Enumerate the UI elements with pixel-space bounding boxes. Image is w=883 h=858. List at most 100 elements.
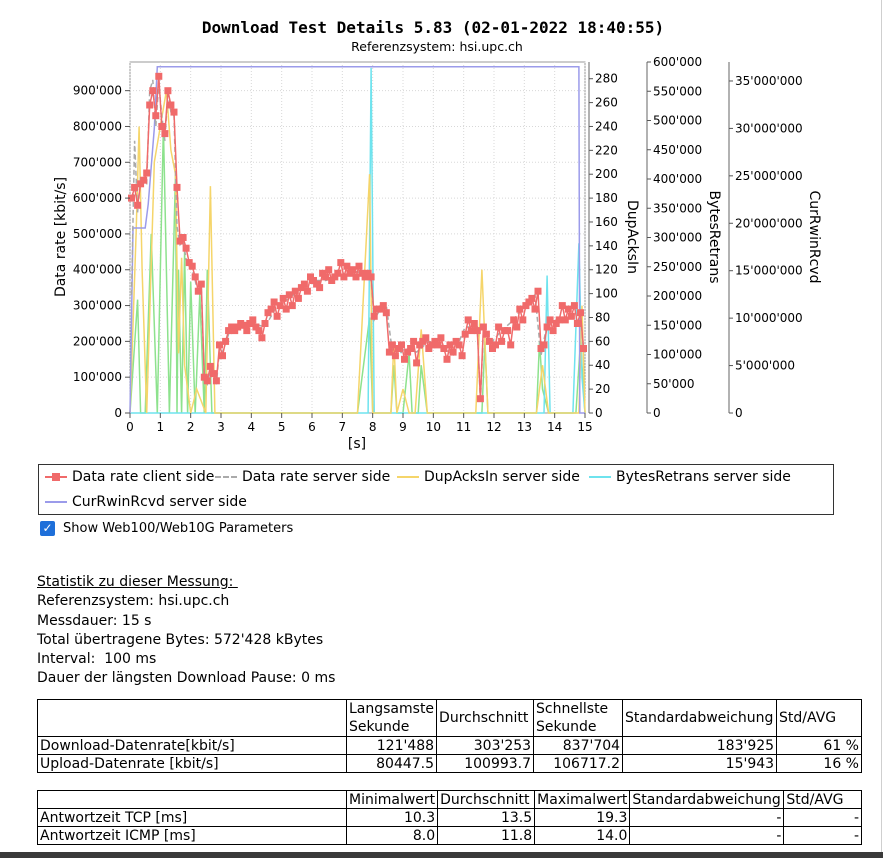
data-point-client [194,287,202,295]
x-tick-label: 3 [217,420,225,434]
y-tick-label: 700'000 [73,155,122,169]
y2-tick-label: 220 [595,143,618,157]
data-point-client [561,316,569,324]
y2-tick-label: 80 [595,310,610,324]
data-point-client [495,323,503,331]
legend-item-bytesretrans: BytesRetrans server side [589,469,791,485]
x-tick-label: 5 [278,420,286,434]
data-point-client [398,341,405,349]
data-point-client [570,302,578,310]
y4-tick-label: 30'000'000 [735,121,803,135]
checkbox-checked-icon[interactable]: ✓ [40,521,55,536]
data-point-client [492,341,499,349]
data-point-client [580,345,587,352]
x-tick-label: 14 [547,420,562,434]
data-point-client [337,259,345,267]
stats-line-bytes: Total übertragene Bytes: 572'428 kBytes [37,631,324,648]
x-tick-label: 11 [456,420,471,434]
legend-label-client: Data rate client side [72,469,215,485]
y2-tick-label: 160 [595,215,618,229]
data-point-client [228,323,236,331]
data-point-client [200,373,208,381]
data-point-client [419,337,427,345]
legend-swatch-server [215,471,237,483]
data-point-client [531,305,539,313]
y2-axis-label: DupAcksIn [624,200,640,274]
chart-title: Download Test Details 5.83 (02-01-2022 1… [202,18,664,37]
data-point-client [401,355,408,363]
y-tick-label: 0 [114,406,122,420]
data-point-client [188,262,196,270]
data-point-client [249,316,257,324]
y4-axis-label: CurRwinRcvd [806,191,822,284]
data-point-client [128,194,135,202]
data-point-client [382,309,390,317]
data-point-client [573,320,581,327]
data-point-client [346,269,354,277]
data-point-client [325,266,333,274]
data-point-client [255,327,263,335]
latency-cell: - [629,826,785,845]
latency-table: Minimalwert Durchschnitt Maximalwert Sta… [37,790,862,845]
data-point-client [149,87,157,95]
data-point-client [364,269,372,277]
data-point-client [322,273,330,281]
data-point-client [282,305,290,313]
data-point-client [146,101,154,109]
y3-tick-label: 200'000 [653,289,702,303]
y-tick-label: 600'000 [73,191,122,205]
data-point-client [355,262,363,270]
plot-area [129,61,586,414]
latency-cell: - [783,808,862,827]
data-point-client [437,334,445,342]
x-axis-label: [s] [348,436,366,452]
latency-header-empty [37,790,347,809]
data-point-client [137,180,145,188]
data-point-client [379,302,387,310]
x-tick-label: 10 [426,420,441,434]
data-point-client [425,345,433,352]
rate-cell: 837'704 [533,736,624,755]
legend-swatch-bytesretrans [589,471,611,483]
data-point-client [185,259,193,267]
rate-header-stdavg: Std/AVG [776,699,862,737]
y2-tick-label: 60 [595,334,610,348]
latency-header-average: Durchschnitt [437,790,536,809]
latency-cell: - [783,826,862,845]
data-point-client [440,345,448,352]
data-point-client [307,273,314,281]
data-point-client [212,377,220,385]
latency-cell: 13.5 [437,808,536,827]
data-point-client [252,323,260,331]
data-point-client [300,280,308,288]
legend-item-dupacks: DupAcksIn server side [397,469,580,485]
legend-label-server: Data rate server side [242,469,391,485]
web100-toggle[interactable]: ✓ Show Web100/Web10G Parameters [40,521,293,536]
data-point-client [158,123,166,130]
y2-tick-label: 0 [595,406,603,420]
y2-tick-label: 140 [595,239,618,253]
y3-tick-label: 600'000 [653,55,702,69]
latency-header-max: Maximalwert [534,790,631,809]
data-point-client [206,362,214,370]
latency-row-label: Antwortzeit ICMP [ms] [37,826,347,845]
rate-table: Langsamste Sekunde Durchschnitt Schnells… [37,699,862,773]
y-tick-label: 300'000 [73,299,122,313]
x-tick-label: 4 [248,420,256,434]
legend-label-currwin: CurRwinRcvd server side [72,494,247,510]
rate-cell: 100993.7 [436,754,535,773]
web100-toggle-label: Show Web100/Web10G Parameters [63,521,294,536]
data-point-client [231,327,239,335]
data-point-client [464,316,472,324]
y3-tick-label: 100'000 [653,348,702,362]
rate-cell: 16 % [776,754,862,773]
y2-tick-label: 200 [595,167,618,181]
data-point-client [540,341,548,349]
data-point-client [367,273,375,281]
data-point-client [558,302,566,310]
data-point-client [140,176,148,184]
data-point-client [422,334,430,342]
legend-swatch-client [45,471,67,483]
y2-tick-label: 260 [595,96,618,110]
y3-tick-label: 500'000 [653,114,702,128]
